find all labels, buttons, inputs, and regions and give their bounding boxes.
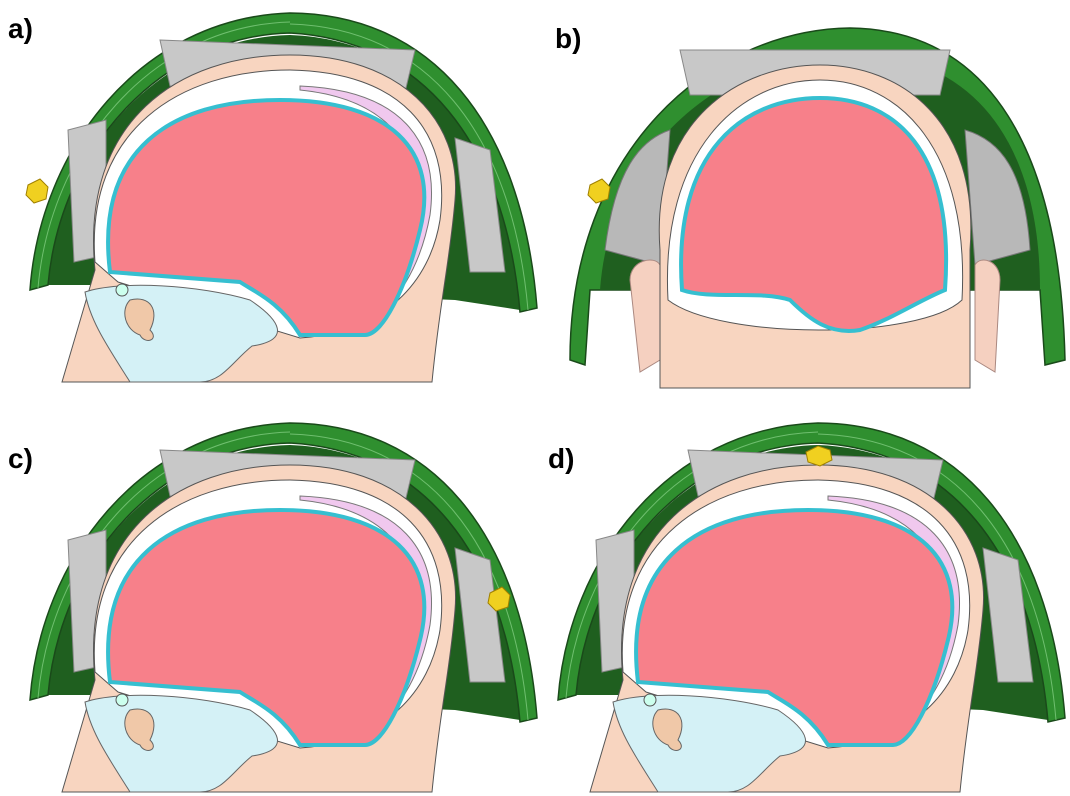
head-model (30, 13, 537, 382)
panel-label: c) (8, 443, 33, 474)
panel-c: c) (8, 423, 537, 792)
head-model (558, 423, 1065, 792)
panel-a: a) (8, 13, 537, 382)
impactor (588, 179, 610, 203)
panel-b: b) (555, 23, 1065, 388)
panel-label: b) (555, 23, 581, 54)
impactor (26, 179, 48, 203)
figure: a) b) c) d) (0, 0, 1070, 796)
panel-label: d) (548, 443, 574, 474)
panel-label: a) (8, 13, 33, 44)
panel-d: d) (548, 423, 1065, 792)
head-model (30, 423, 537, 792)
